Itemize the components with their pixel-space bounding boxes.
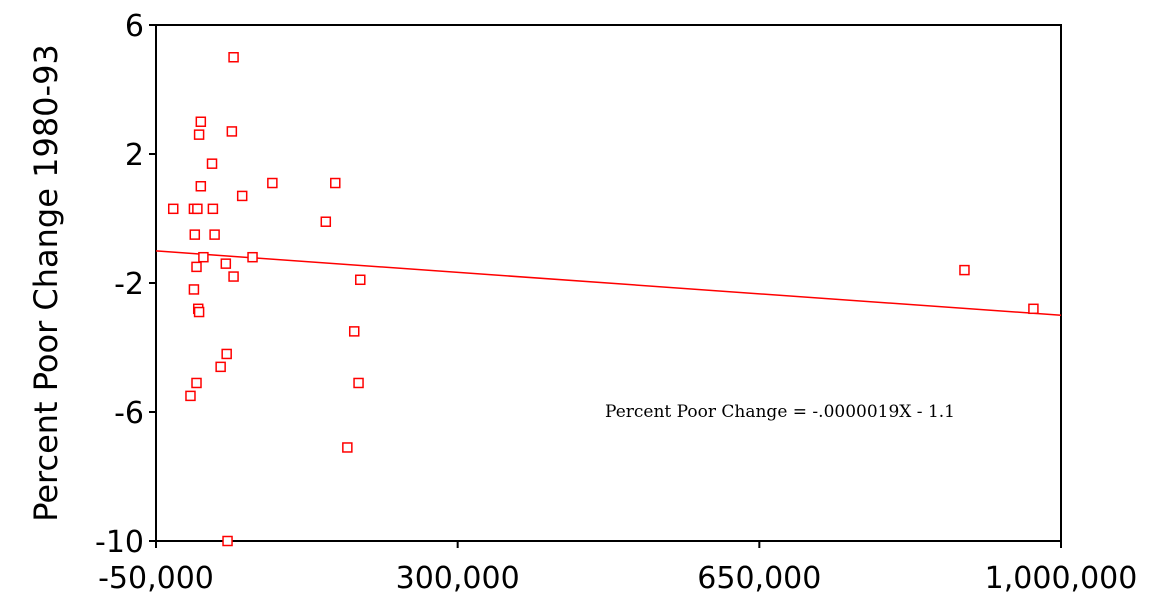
data-point xyxy=(207,203,219,215)
data-point xyxy=(221,348,232,360)
data-point xyxy=(195,181,207,192)
y-tick-label: -10 xyxy=(95,525,144,560)
data-point xyxy=(959,264,970,276)
data-point xyxy=(355,274,366,286)
data-point xyxy=(330,177,341,189)
data-point xyxy=(236,190,248,202)
data-point xyxy=(342,442,353,453)
y-tick-label: -2 xyxy=(114,267,144,302)
data-point xyxy=(191,377,202,389)
data-point xyxy=(353,377,364,389)
x-tick-label: 650,000 xyxy=(697,561,821,595)
data-point xyxy=(222,535,233,547)
data-point xyxy=(167,203,179,215)
data-point xyxy=(228,271,239,282)
data-point xyxy=(195,116,207,127)
y-tick-label: 2 xyxy=(125,138,144,173)
x-tick-label: 1,000,000 xyxy=(985,561,1138,595)
y-axis-label: Percent Poor Change 1980-93 xyxy=(27,44,65,522)
data-point xyxy=(198,251,209,263)
regression-equation-label: Percent Poor Change = -.0000019X - 1.1 xyxy=(605,402,955,422)
data-point xyxy=(226,126,238,137)
data-point xyxy=(189,229,201,240)
data-point xyxy=(191,261,202,273)
data-point xyxy=(193,306,205,318)
data-point xyxy=(193,129,205,140)
data-point xyxy=(228,52,239,63)
x-tick-label: -50,000 xyxy=(98,561,214,595)
data-point xyxy=(320,216,332,227)
x-axis: -50,000 300,000 650,000 1,000,000 xyxy=(98,541,1137,595)
data-point xyxy=(267,177,278,189)
x-tick-label: 300,000 xyxy=(396,561,520,595)
data-point xyxy=(209,229,220,240)
data-point xyxy=(220,258,232,269)
data-points xyxy=(167,52,1039,547)
regression-line-group xyxy=(155,250,1062,316)
data-point xyxy=(206,158,218,169)
data-point xyxy=(348,326,360,337)
data-point xyxy=(1028,303,1039,315)
data-point xyxy=(188,284,200,295)
y-axis: 6 2 -2 -6 -10 xyxy=(95,9,156,560)
y-tick-label: 6 xyxy=(125,9,144,44)
data-point xyxy=(192,203,203,215)
data-point xyxy=(215,361,226,373)
y-tick-label: -6 xyxy=(114,396,144,431)
data-point xyxy=(247,251,258,263)
regression-line xyxy=(155,250,1062,316)
data-point xyxy=(185,390,196,402)
